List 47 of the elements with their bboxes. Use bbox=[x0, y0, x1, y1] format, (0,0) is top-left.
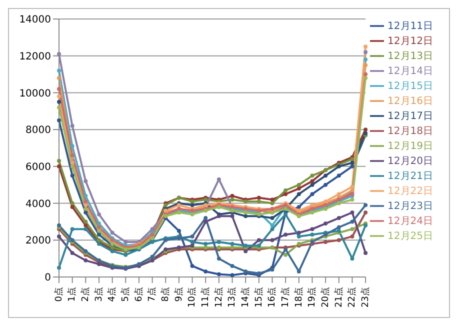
x-tick-label: 21点 bbox=[333, 287, 344, 308]
x-tick-label: 0点 bbox=[53, 287, 64, 302]
legend-label: 12月12日 bbox=[388, 36, 433, 47]
x-tick-label: 23点 bbox=[360, 287, 371, 308]
x-tick-label: 2点 bbox=[80, 287, 92, 302]
y-tick-label: 8000 bbox=[26, 125, 51, 136]
legend-label: 12月19日 bbox=[388, 141, 433, 152]
legend-label: 12月18日 bbox=[388, 126, 433, 137]
y-tick-label: 12000 bbox=[19, 51, 51, 62]
y-tick-label: 6000 bbox=[26, 162, 51, 173]
x-tick-label: 10点 bbox=[186, 287, 198, 308]
x-tick-label: 17点 bbox=[280, 287, 291, 308]
x-tick-label: 7点 bbox=[146, 287, 158, 302]
x-tick-label: 5点 bbox=[120, 287, 132, 302]
legend-label: 12月17日 bbox=[388, 111, 433, 122]
x-tick-label: 8点 bbox=[160, 287, 172, 302]
x-tick-label: 22点 bbox=[346, 287, 358, 308]
y-tick-label: 4000 bbox=[26, 198, 51, 210]
y-tick-label: 10000 bbox=[19, 88, 51, 100]
x-tick-label: 20点 bbox=[320, 287, 331, 308]
legend-label: 12月24日 bbox=[388, 216, 433, 227]
legend-label: 12月14日 bbox=[388, 66, 433, 77]
x-tick-label: 3点 bbox=[93, 287, 104, 302]
legend-label: 12月20日 bbox=[388, 156, 433, 167]
legend-label: 12月15日 bbox=[388, 81, 433, 92]
x-tick-label: 18点 bbox=[293, 287, 304, 308]
legend-label: 12月25日 bbox=[388, 231, 433, 242]
x-tick-label: 1点 bbox=[66, 287, 78, 302]
legend-label: 12月23日 bbox=[388, 201, 433, 212]
x-tick-label: 16点 bbox=[266, 287, 278, 308]
x-tick-label: 12点 bbox=[213, 287, 224, 308]
y-tick-label: 0 bbox=[44, 272, 51, 284]
legend-label: 12月16日 bbox=[388, 96, 433, 107]
x-tick-label: 4点 bbox=[106, 287, 118, 302]
y-tick-label: 2000 bbox=[26, 236, 51, 247]
legend-label: 12月11日 bbox=[388, 21, 433, 32]
legend-label: 12月13日 bbox=[388, 51, 433, 62]
x-tick-label: 19点 bbox=[306, 287, 318, 308]
x-tick-label: 13点 bbox=[226, 287, 238, 308]
x-tick-label: 6点 bbox=[133, 287, 144, 302]
x-tick-label: 15点 bbox=[253, 287, 264, 308]
x-tick-label: 9点 bbox=[173, 287, 184, 302]
legend-label: 12月22日 bbox=[388, 186, 433, 197]
x-tick-label: 14点 bbox=[240, 287, 251, 308]
y-tick-label: 14000 bbox=[19, 14, 51, 26]
legend-label: 12月21日 bbox=[388, 171, 433, 182]
x-tick-label: 11点 bbox=[200, 287, 211, 308]
